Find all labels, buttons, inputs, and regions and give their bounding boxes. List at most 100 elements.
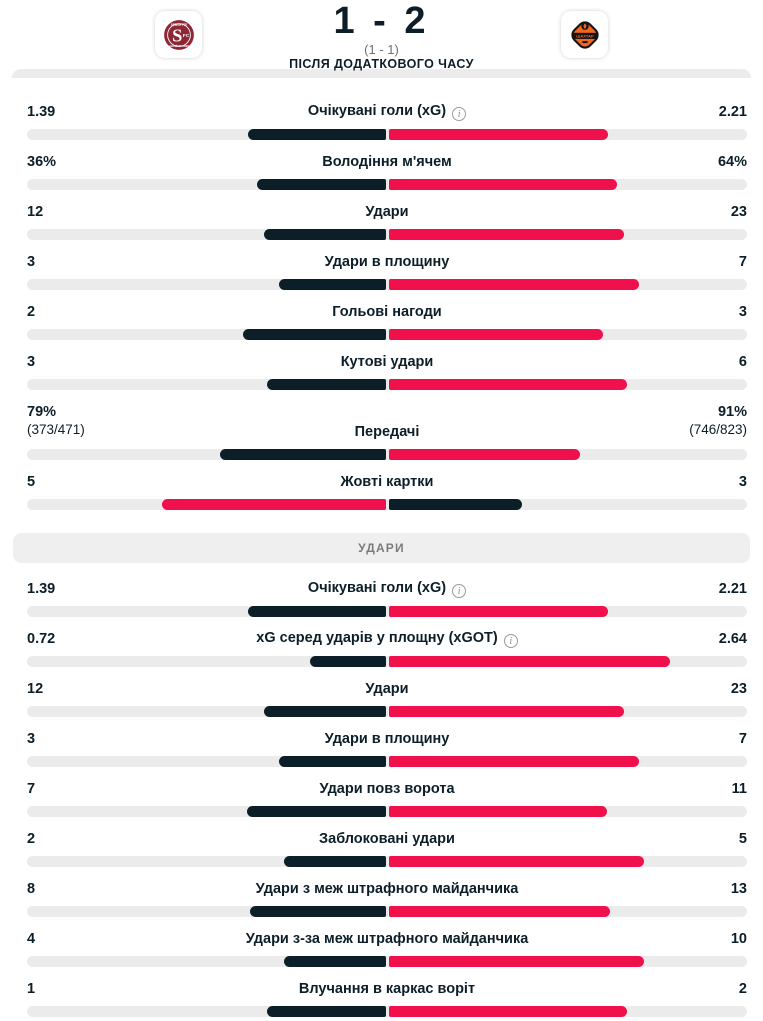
shakhtar-donetsk-logo: ШАХТАР [570,20,599,49]
info-icon[interactable]: i [452,107,467,121]
stat-row: 2 Гольові нагоди 3 [27,290,747,340]
away-stat-bar [388,129,608,140]
away-stat-value: 2.21 [718,581,747,597]
halftime-score: (1 - 1) [364,42,399,57]
stat-label: xG серед ударів у площну (xGOT) i [27,630,747,648]
stat-bar-track [27,956,747,967]
stat-bar-track [27,499,747,510]
away-stat-value: 91% (746/823) [689,404,747,437]
away-stat-value: 5 [738,831,747,847]
home-stat-value: 3 [27,254,36,270]
stat-label: Жовті картки [340,474,434,490]
away-stat-bar [388,499,522,510]
home-stat-bar [257,179,386,190]
away-stat-bar [388,606,608,617]
home-stat-bar [248,129,386,140]
stat-bar-track [27,179,747,190]
stat-bar-track [27,229,747,240]
stat-bar-track [27,906,747,917]
home-team-logo[interactable]: S FC SERVETTE GENÈVE 1890 [155,11,202,58]
stat-label: Удари [365,681,409,697]
home-stat-bar [279,279,386,290]
stat-label: Кутові удари [340,354,434,370]
stat-row: 8 Удари з меж штрафного майданчика 13 [27,867,747,917]
away-stat-value: 23 [730,204,747,220]
home-stat-value: 1 [27,981,36,997]
home-stat-value: 36% [27,154,57,170]
stat-row: 1.39 Очікувані голи (xG) i 2.21 [27,567,747,617]
stat-label: Володіння м'ячем [322,154,452,170]
match-header: S FC SERVETTE GENÈVE 1890 1 - 2 (1 - 1) … [0,0,763,71]
home-stat-bar [243,329,386,340]
away-stat-value: 10 [730,931,747,947]
stat-row: 3 Удари в площину 7 [27,240,747,290]
away-stat-value: 11 [731,781,747,797]
away-stat-value: 2 [738,981,747,997]
info-icon[interactable]: i [452,584,467,598]
stat-row: 7 Удари повз ворота 11 [27,767,747,817]
home-stat-bar [162,499,386,510]
away-team-logo[interactable]: ШАХТАР [561,11,608,58]
stat-row: 2 Заблоковані удари 5 [27,817,747,867]
stat-label: Очікувані голи (xG) i [27,580,747,598]
home-stat-bar [249,906,386,917]
stat-bar-track [27,706,747,717]
stat-bar-track [27,756,747,767]
home-stat-value: 8 [27,881,36,897]
home-stat-value: 5 [27,474,36,490]
stat-bar-track [27,329,747,340]
away-stat-value: 13 [730,881,747,897]
home-stat-bar [284,956,386,967]
home-stat-value: 0.72 [27,631,56,647]
stat-bar-track [27,449,747,460]
scrolled-section-banner-strip [12,69,751,78]
home-stat-bar [309,656,386,667]
stat-row: 79% (373/471) Передачі 91% (746/823) [27,390,747,460]
away-stat-value: 23 [730,681,747,697]
section-banner: УДАРИ [13,533,750,563]
stat-row: 3 Удари в площину 7 [27,717,747,767]
home-stat-value: 12 [27,204,44,220]
away-stat-bar [388,279,639,290]
stat-bar-track [27,129,747,140]
away-stat-bar [388,806,607,817]
home-stat-bar [284,856,386,867]
stat-label: Удари [365,204,409,220]
home-stat-bar [267,379,386,390]
away-stat-bar [388,656,670,667]
away-stat-bar [388,229,624,240]
away-stat-bar [388,956,645,967]
away-stat-value: 7 [738,731,747,747]
away-stat-bar [388,706,624,717]
home-stat-value: 1.39 [27,104,56,120]
stat-row: 1.39 Очікувані голи (xG) i 2.21 [27,90,747,140]
stat-bar-track [27,606,747,617]
score: 1 - 2 [333,0,430,42]
away-stat-bar [388,856,645,867]
stat-label: Гольові нагоди [332,304,442,320]
servette-fc-logo: S FC SERVETTE GENÈVE 1890 [163,19,194,50]
stat-label: Удари з меж штрафного майданчика [255,881,519,897]
stat-row: 36% Володіння м'ячем 64% [27,140,747,190]
stat-row: 5 Жовті картки 3 [27,460,747,510]
stat-label: Влучання в каркас воріт [298,981,476,997]
away-stat-bar [388,756,639,767]
stat-row: 12 Удари 23 [27,667,747,717]
away-stat-bar [388,1006,627,1017]
home-stat-value: 4 [27,931,36,947]
home-stat-bar [219,449,386,460]
home-stat-bar [279,756,386,767]
away-stat-bar [388,906,610,917]
stat-label: Удари з-за меж штрафного майданчика [245,931,529,947]
stat-bar-track [27,379,747,390]
away-stat-value: 7 [738,254,747,270]
away-stat-value: 64% [717,154,747,170]
svg-text:ШАХТАР: ШАХТАР [576,33,594,38]
stat-label: Удари в площину [324,254,450,270]
home-stat-bar [248,606,386,617]
away-stat-value: 6 [738,354,747,370]
home-stat-value: 2 [27,304,36,320]
svg-text:S: S [172,25,182,45]
home-stat-value: 12 [27,681,44,697]
info-icon[interactable]: i [503,634,518,648]
